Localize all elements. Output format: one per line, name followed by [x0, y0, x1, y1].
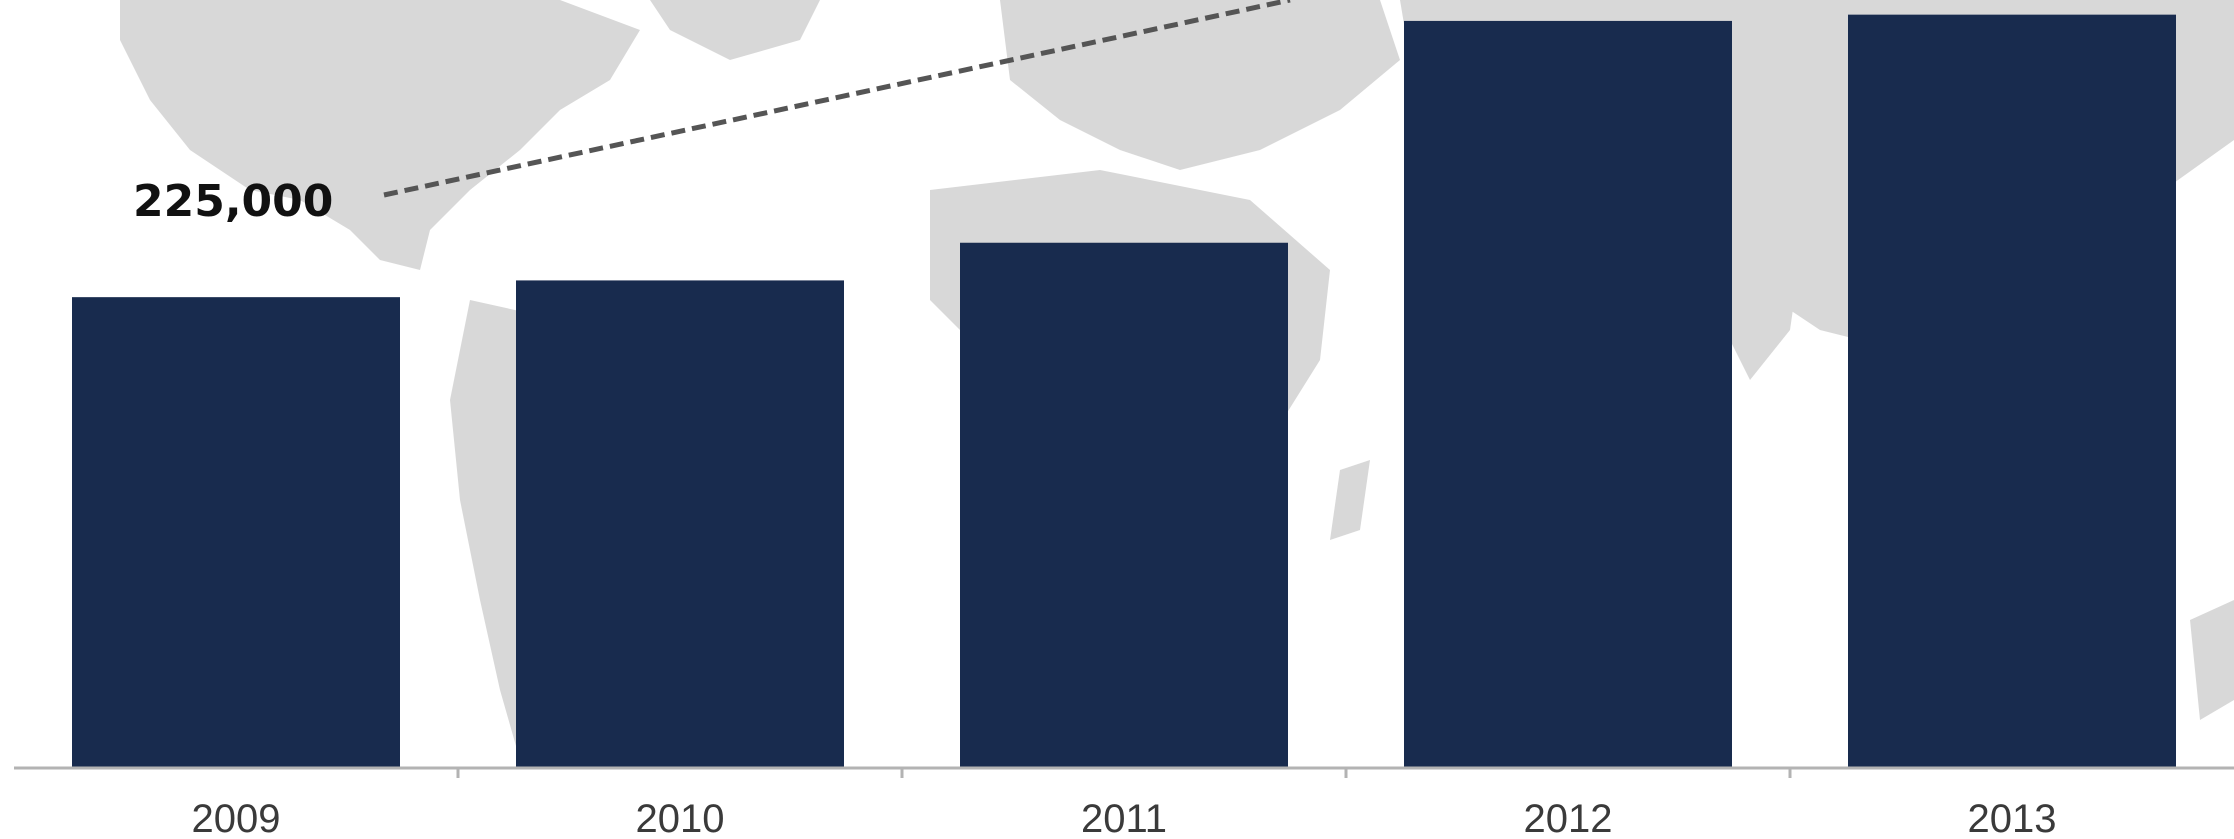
europe-shape [1000, 0, 1400, 170]
x-tick-label-2013: 2013 [1968, 797, 2057, 839]
bar-series [72, 14, 2176, 769]
bar-2012 [1404, 20, 1732, 768]
annotation-label: 225,000 [133, 176, 333, 227]
annotation-leader-line [383, 0, 1291, 198]
x-axis-tick-labels: 2009 2010 2011 2012 2013 [192, 797, 2057, 839]
greenland-shape [650, 0, 820, 60]
bar-2009 [72, 297, 400, 768]
bar-2010 [516, 280, 844, 768]
x-tick-label-2010: 2010 [636, 797, 725, 839]
madagascar-shape [1330, 460, 1370, 540]
bar-2013 [1848, 14, 2176, 769]
x-tick-label-2009: 2009 [192, 797, 281, 839]
x-tick-label-2011: 2011 [1081, 797, 1167, 839]
x-tick-label-2012: 2012 [1524, 797, 1613, 839]
bar-2011 [960, 242, 1288, 769]
value-annotation: 225,000 [133, 0, 1291, 227]
north-america-shape [120, 0, 640, 270]
new-zealand-shape [2190, 600, 2234, 720]
x-axis-ticks [456, 768, 1792, 778]
india-shape [1720, 250, 1800, 380]
